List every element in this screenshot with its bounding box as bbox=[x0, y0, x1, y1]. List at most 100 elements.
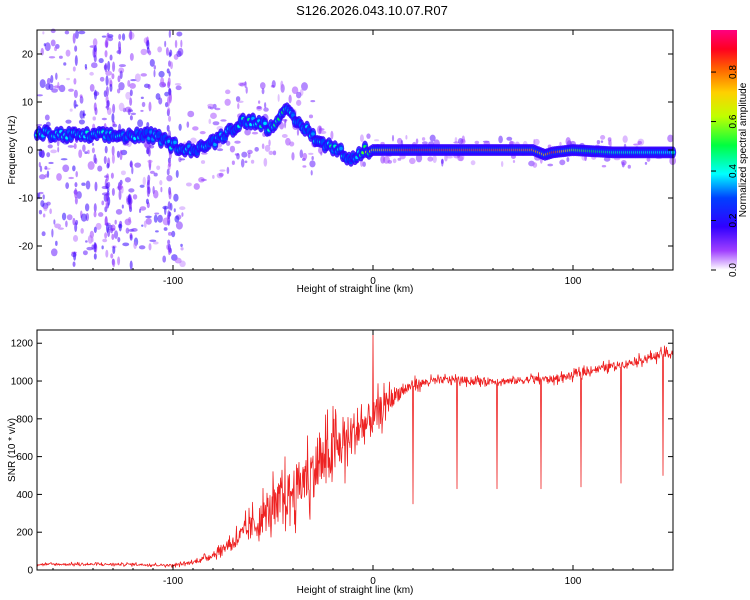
heatmap-noise-point bbox=[263, 107, 269, 112]
heatmap-noise-point bbox=[119, 149, 123, 161]
heatmap-noise-point bbox=[104, 145, 108, 154]
heatmap-noise-point bbox=[38, 209, 43, 215]
heatmap-noise-point bbox=[111, 73, 115, 80]
heatmap-noise-point bbox=[38, 174, 46, 180]
heatmap-noise-point bbox=[141, 101, 146, 108]
colorbar-tick-label: 0.2 bbox=[728, 213, 739, 227]
heatmap-noise-point bbox=[158, 70, 165, 78]
heatmap-noise-point bbox=[75, 219, 79, 226]
heatmap-noise-point bbox=[103, 155, 107, 165]
heatmap-noise-point bbox=[105, 70, 113, 76]
heatmap-noise-point bbox=[101, 117, 107, 121]
heatmap-noise-point bbox=[173, 193, 179, 202]
heatmap-noise-point bbox=[73, 251, 77, 261]
snr-y-tick-label: 800 bbox=[16, 414, 33, 425]
heatmap-noise-point bbox=[318, 128, 325, 131]
heatmap-noise-point bbox=[73, 78, 77, 85]
heatmap-noise-point bbox=[260, 82, 266, 90]
heatmap-noise-point bbox=[131, 166, 134, 175]
heatmap-noise-point bbox=[46, 201, 51, 206]
heatmap-noise-point bbox=[153, 189, 159, 199]
heatmap-noise-point bbox=[600, 140, 604, 143]
heatmap-noise-point bbox=[58, 84, 66, 93]
heatmap-noise-point bbox=[129, 52, 134, 61]
heatmap-noise-point bbox=[330, 130, 334, 140]
heatmap-noise-point bbox=[67, 145, 75, 148]
heatmap-noise-point bbox=[65, 119, 72, 124]
heatmap-noise-point bbox=[48, 56, 56, 59]
heatmap-noise-point bbox=[139, 206, 147, 211]
heatmap-noise-point bbox=[42, 31, 45, 35]
heatmap-noise-point bbox=[291, 152, 295, 161]
heatmap-noise-point bbox=[149, 239, 157, 243]
heatmap-noise-point bbox=[145, 217, 152, 225]
heatmap-noise-point bbox=[93, 242, 97, 253]
heatmap-noise-point bbox=[103, 64, 107, 70]
heatmap-noise-point bbox=[165, 47, 169, 56]
heatmap-noise-point bbox=[64, 30, 70, 35]
heatmap-noise-point bbox=[74, 196, 78, 205]
heatmap-ridge-core bbox=[263, 121, 267, 125]
heatmap-noise-point bbox=[244, 81, 247, 88]
heatmap-noise-point bbox=[167, 201, 171, 210]
heatmap-noise-point bbox=[118, 189, 122, 201]
heatmap-noise-point bbox=[148, 144, 155, 149]
heatmap-noise-point bbox=[208, 118, 212, 125]
heatmap-noise-point bbox=[149, 170, 155, 174]
heatmap-noise-point bbox=[128, 216, 132, 223]
heatmap-noise-point bbox=[127, 194, 131, 205]
heatmap-noise-point bbox=[118, 46, 122, 55]
heatmap-noise-point bbox=[178, 156, 182, 163]
heatmap-noise-point bbox=[319, 130, 327, 134]
heatmap-noise-point bbox=[169, 49, 173, 57]
heatmap-x-axis-label: Height of straight line (km) bbox=[297, 284, 414, 295]
colorbar-tick-label: 0.8 bbox=[728, 65, 739, 79]
heatmap-noise-point bbox=[231, 160, 235, 165]
heatmap-noise-point bbox=[118, 183, 122, 190]
heatmap-noise-point bbox=[620, 159, 627, 166]
heatmap-noise-point bbox=[73, 99, 77, 109]
heatmap-noise-point bbox=[117, 237, 121, 243]
heatmap-noise-point bbox=[91, 237, 94, 243]
heatmap-x-ticks: -100 0 100 bbox=[52, 30, 654, 287]
snr-y-tick-label: 0 bbox=[27, 566, 33, 577]
heatmap-noise-point bbox=[281, 134, 288, 139]
heatmap-noise-point bbox=[244, 128, 251, 136]
heatmap-noise-point bbox=[118, 102, 125, 112]
heatmap-noise-point bbox=[110, 228, 114, 234]
heatmap-noise-point bbox=[94, 181, 98, 192]
heatmap-noise-point bbox=[46, 152, 51, 158]
heatmap-noise-point bbox=[93, 203, 97, 213]
heatmap-noise-point bbox=[74, 55, 78, 67]
heatmap-noise-point bbox=[68, 88, 74, 92]
heatmap-noise-point bbox=[60, 158, 68, 161]
heatmap-y-axis-label: Frequency (Hz) bbox=[7, 116, 18, 185]
heatmap-noise-point bbox=[405, 134, 408, 140]
heatmap-noise-point bbox=[153, 69, 156, 78]
heatmap-noise-point bbox=[291, 86, 299, 94]
heatmap-noise-point bbox=[240, 158, 245, 168]
heatmap-noise-point bbox=[474, 140, 480, 145]
heatmap-noise-point bbox=[120, 170, 126, 176]
heatmap-noise-point bbox=[121, 33, 126, 41]
heatmap-noise-point bbox=[281, 118, 288, 122]
heatmap-noise-point bbox=[139, 208, 142, 213]
heatmap-noise-point bbox=[212, 121, 220, 126]
snr-x-tick-label: -100 bbox=[163, 576, 183, 587]
heatmap-noise-point bbox=[409, 157, 416, 165]
heatmap-noise-point bbox=[148, 50, 152, 56]
heatmap-noise-point bbox=[147, 83, 151, 90]
heatmap-noise-point bbox=[36, 94, 43, 97]
heatmap-noise-point bbox=[65, 49, 71, 57]
heatmap-noise-point bbox=[92, 38, 98, 47]
heatmap-noise-point bbox=[608, 140, 611, 146]
heatmap-ridge-core bbox=[173, 140, 177, 144]
heatmap-noise-point bbox=[117, 256, 121, 266]
snr-y-tick-label: 1000 bbox=[11, 377, 34, 388]
heatmap-noise-point bbox=[506, 136, 513, 141]
heatmap-noise-point bbox=[225, 89, 231, 95]
heatmap-noise-point bbox=[73, 89, 78, 99]
heatmap-noise-point bbox=[229, 145, 236, 153]
heatmap-noise-point bbox=[359, 134, 364, 143]
heatmap-noise-point bbox=[129, 234, 133, 241]
